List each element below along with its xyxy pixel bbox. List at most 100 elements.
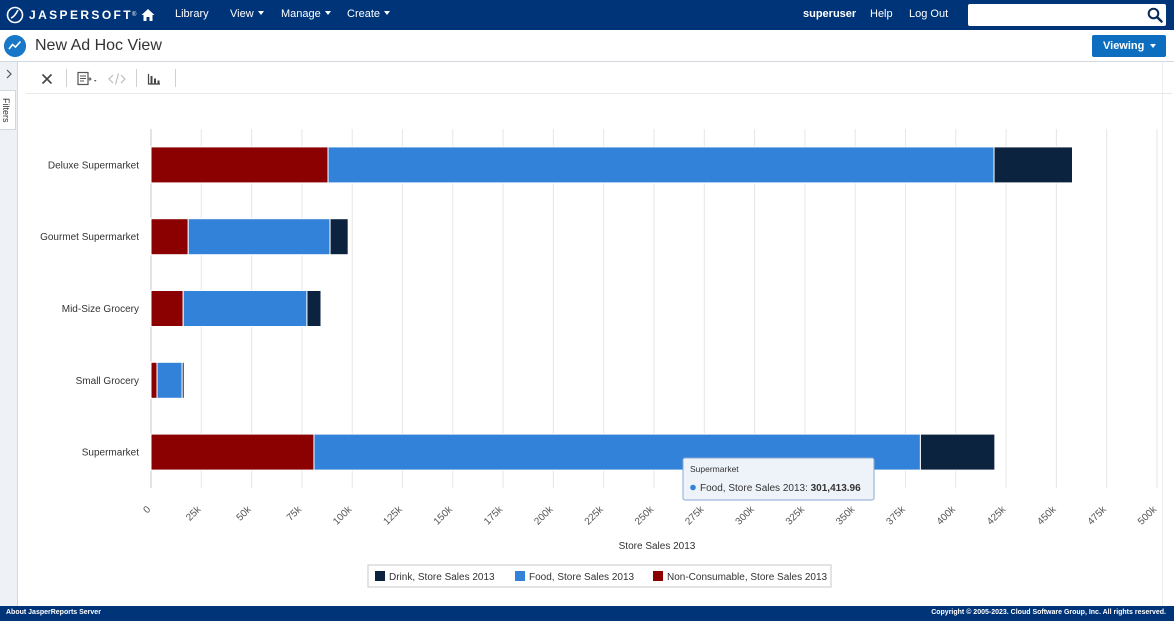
chevron-right-icon[interactable]: [4, 68, 14, 80]
x-tick-label: 475k: [1086, 504, 1110, 528]
x-tick-label: 200k: [532, 504, 556, 528]
chevron-down-icon: [324, 11, 331, 15]
x-tick-label: 75k: [285, 504, 305, 524]
chevron-down-icon: [1150, 44, 1156, 48]
bar-segment[interactable]: [181, 361, 185, 399]
chart-bars: [150, 146, 1073, 471]
x-tick-label: 25k: [184, 504, 204, 524]
footer: About JasperReports Server Copyright © 2…: [0, 606, 1174, 621]
x-tick-label: 50k: [235, 504, 255, 524]
store-sales-bar-chart: Deluxe Supermarket Gourmet Supermarket Mid…: [40, 129, 1160, 588]
nav-view-menu[interactable]: View: [230, 8, 264, 20]
chart-type-icon[interactable]: [146, 69, 162, 89]
toolbar-divider: [66, 69, 67, 87]
x-tick-label: 250k: [633, 504, 657, 528]
tooltip-box: [682, 457, 875, 501]
chevron-down-icon: [257, 11, 264, 15]
value-axis-tick-labels: 0 25k 50k 75k 100k 125k 150k 175k 200k 225k 250k 27…: [141, 504, 1159, 528]
chevron-down-icon: [384, 11, 391, 15]
jaspersoft-logo[interactable]: JASPERSOFT ®: [6, 4, 136, 26]
x-axis-title: Store Sales 2013: [619, 541, 696, 552]
bar-segment[interactable]: [919, 433, 996, 471]
viewing-mode-label: Viewing: [1103, 40, 1145, 52]
search-icon[interactable]: [1147, 7, 1163, 23]
legend-swatch: [375, 571, 385, 581]
filters-panel-collapsed: [0, 62, 18, 606]
x-tick-label: 225k: [583, 504, 607, 528]
bar-segment[interactable]: [150, 146, 329, 184]
chart-legend: Drink, Store Sales 2013 Food, Store Sales…: [367, 564, 832, 588]
bar-segment[interactable]: [156, 361, 183, 399]
bar-segment[interactable]: [150, 290, 184, 327]
chart-tooltip: Supermarket Food, Store Sales 2013: 301,4…: [682, 457, 875, 501]
legend-label[interactable]: Drink, Store Sales 2013: [389, 572, 495, 583]
nav-create-label: Create: [347, 8, 381, 20]
legend-label[interactable]: Food, Store Sales 2013: [529, 572, 635, 583]
bar-segment[interactable]: [993, 146, 1073, 184]
about-link[interactable]: About JasperReports Server: [6, 609, 101, 616]
x-tick-label: 275k: [683, 504, 707, 528]
x-tick-label: 450k: [1035, 504, 1059, 528]
x-tick-label: 350k: [834, 504, 858, 528]
export-icon[interactable]: [76, 69, 100, 89]
top-navigation-bar: JASPERSOFT ® Library View Manage Create s…: [0, 0, 1174, 30]
legend-swatch: [515, 571, 525, 581]
tooltip-series-label: Food, Store Sales 2013:: [700, 483, 811, 494]
copyright-text: Copyright © 2005-2023. Cloud Software Gr…: [931, 609, 1166, 616]
x-tick-label: 325k: [784, 504, 808, 528]
bar-segment[interactable]: [329, 218, 349, 256]
bar-segment[interactable]: [182, 290, 308, 327]
x-tick-label: 500k: [1136, 504, 1160, 528]
viewing-mode-button[interactable]: Viewing: [1092, 35, 1166, 57]
x-tick-label: 100k: [331, 504, 355, 528]
nav-manage-label: Manage: [281, 8, 321, 20]
bar-segment[interactable]: [150, 361, 158, 399]
close-icon[interactable]: [40, 69, 54, 89]
x-tick-label: 375k: [885, 504, 909, 528]
legend-box: [367, 564, 832, 588]
category-label: Small Grocery: [76, 376, 139, 387]
nav-manage-menu[interactable]: Manage: [281, 8, 331, 20]
category-label: Deluxe Supermarket: [48, 160, 139, 171]
adhoc-view-icon: [4, 35, 26, 57]
legend-label[interactable]: Non-Consumable, Store Sales 2013: [667, 572, 828, 583]
bar-segment[interactable]: [327, 146, 995, 184]
home-icon[interactable]: [140, 7, 156, 23]
bar-segment[interactable]: [187, 218, 331, 256]
x-tick-label: 150k: [432, 504, 456, 528]
brand-trademark: ®: [132, 12, 137, 18]
toolbar-divider: [175, 69, 176, 87]
content-right-edge: [1162, 62, 1174, 606]
bar-segment[interactable]: [150, 218, 189, 256]
category-label: Mid-Size Grocery: [62, 304, 139, 315]
filters-tab-label: Filters: [1, 98, 11, 123]
jaspersoft-logo-icon: [6, 6, 24, 24]
category-axis-labels: Deluxe Supermarket Gourmet Supermarket Mid…: [40, 160, 139, 458]
x-tick-label: 0: [141, 504, 153, 516]
bar-segment[interactable]: [150, 433, 315, 471]
brand-name: JASPERSOFT: [29, 8, 134, 22]
nav-help[interactable]: Help: [870, 8, 893, 20]
tooltip-series-dot: [690, 484, 696, 491]
page-title: New Ad Hoc View: [35, 37, 162, 54]
nav-logout[interactable]: Log Out: [909, 8, 949, 20]
nav-create-menu[interactable]: Create: [347, 8, 391, 20]
code-icon[interactable]: [107, 69, 127, 89]
view-toolbar: [26, 64, 1172, 94]
category-label: Gourmet Supermarket: [40, 232, 139, 243]
nav-library[interactable]: Library: [175, 8, 209, 20]
tooltip-title: Supermarket: [690, 464, 739, 474]
x-tick-label: 125k: [382, 504, 406, 528]
x-tick-label: 300k: [734, 504, 758, 528]
category-label: Supermarket: [82, 448, 139, 459]
filters-tab[interactable]: [0, 90, 16, 130]
x-tick-label: 175k: [482, 504, 506, 528]
user-name[interactable]: superuser: [803, 8, 857, 20]
bar-segment[interactable]: [306, 290, 322, 327]
tooltip-series-text: Food, Store Sales 2013: 301,413.96: [700, 483, 861, 494]
toolbar-divider: [136, 69, 137, 87]
tooltip-value: 301,413.96: [811, 483, 861, 494]
search-input[interactable]: [972, 6, 1140, 24]
legend-swatch: [653, 571, 663, 581]
x-tick-label: 425k: [985, 504, 1009, 528]
